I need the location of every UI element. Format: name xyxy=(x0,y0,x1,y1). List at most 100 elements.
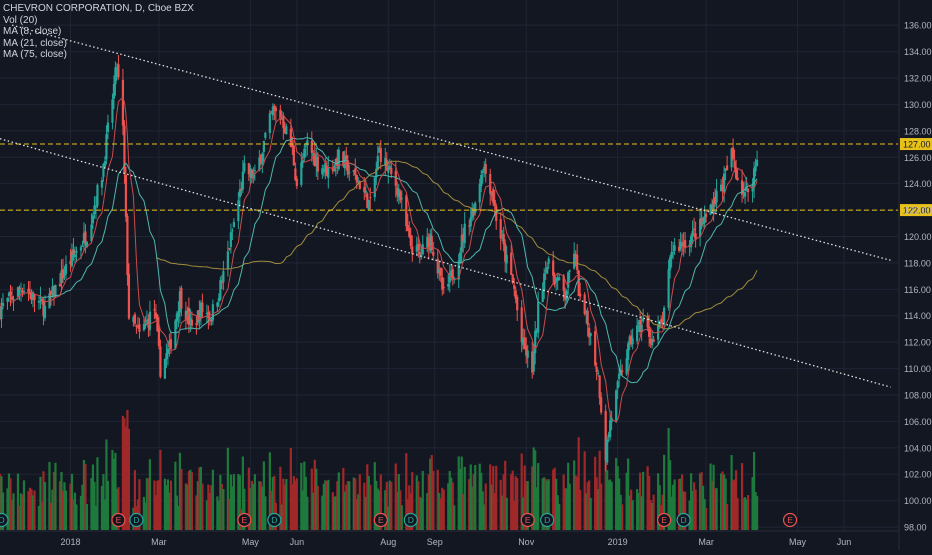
volume-bar xyxy=(285,479,288,530)
candle-body xyxy=(427,238,430,248)
volume-bar xyxy=(441,487,444,530)
volume-bar xyxy=(552,469,555,530)
candle-body xyxy=(22,291,26,293)
dividend-marker[interactable] xyxy=(0,512,9,528)
volume-bar xyxy=(688,500,691,530)
volume-bar xyxy=(81,484,84,530)
volume-bar xyxy=(106,480,110,530)
volume-bar xyxy=(388,480,391,530)
legend-ma21[interactable]: MA (21, close) xyxy=(3,37,67,49)
volume-bar xyxy=(628,495,631,530)
dividend-marker[interactable] xyxy=(676,512,691,528)
volume-bar xyxy=(492,465,495,530)
candle-body xyxy=(471,208,474,218)
candle-body xyxy=(565,290,568,301)
earnings-marker[interactable] xyxy=(111,512,126,528)
candle-body xyxy=(105,134,108,160)
candle-body xyxy=(250,169,253,179)
dividend-marker[interactable] xyxy=(267,512,282,528)
volume-bar xyxy=(207,484,210,530)
volume-bar xyxy=(1,492,5,530)
candle-body xyxy=(145,320,149,323)
volume-bar xyxy=(609,479,612,530)
volume-bar xyxy=(463,466,466,530)
candle-body xyxy=(111,99,114,123)
candle-body xyxy=(43,305,47,319)
candle-body xyxy=(7,292,11,297)
event-letter: D xyxy=(681,515,687,525)
dividend-marker[interactable] xyxy=(403,512,418,528)
volume-bar xyxy=(754,491,757,530)
volume-bar xyxy=(127,428,131,530)
volume-bar xyxy=(0,476,3,530)
volume-bar xyxy=(144,502,147,530)
volume-bar xyxy=(333,496,336,530)
candle-body xyxy=(672,251,675,253)
volume-bar xyxy=(37,505,41,530)
legend-vol[interactable]: Vol (20) xyxy=(3,14,38,26)
legend-ma8[interactable]: MA (8, close) xyxy=(3,26,62,37)
candle-body xyxy=(705,213,708,218)
candle-body xyxy=(208,317,211,319)
volume-bar xyxy=(405,453,408,530)
volume-bar xyxy=(709,463,712,530)
earnings-marker[interactable] xyxy=(373,512,388,528)
earnings-marker[interactable] xyxy=(237,512,252,528)
candle-body xyxy=(268,113,271,133)
volume-bar xyxy=(30,489,33,530)
candle-body xyxy=(492,189,495,203)
volume-bar xyxy=(18,505,21,530)
volume-bar xyxy=(564,488,567,530)
candle-body xyxy=(40,298,44,302)
candle-body xyxy=(325,165,328,176)
volume-bar xyxy=(196,481,199,530)
candle-body xyxy=(375,168,378,178)
dividend-marker[interactable] xyxy=(540,512,555,528)
candle-body xyxy=(562,275,565,291)
volume-bar xyxy=(534,450,537,530)
volume-bar xyxy=(755,495,759,530)
candle-body xyxy=(426,236,429,248)
candle-body xyxy=(408,228,411,237)
symbol-title[interactable]: CHEVRON CORPORATION, D, Cboe BZX xyxy=(3,3,194,14)
candle-body xyxy=(345,155,348,160)
volume-bar xyxy=(408,485,411,530)
candle-body xyxy=(63,272,66,276)
x-tick-label: Mar xyxy=(151,537,167,547)
volume-bar xyxy=(273,475,276,530)
volume-bar xyxy=(73,492,77,530)
candle-body xyxy=(378,147,381,153)
candle-body xyxy=(453,277,456,279)
earnings-marker[interactable] xyxy=(520,512,535,528)
candle-body xyxy=(69,260,72,265)
volume-bar xyxy=(673,479,676,530)
volume-bar xyxy=(331,492,334,530)
candle-body xyxy=(481,170,484,173)
candle-body xyxy=(261,153,264,165)
earnings-marker[interactable] xyxy=(782,512,798,528)
level-price-label: 127.00 xyxy=(903,140,931,150)
volume-bar xyxy=(537,463,540,530)
volume-bar xyxy=(91,464,95,530)
volume-bar xyxy=(589,497,592,530)
candle-body xyxy=(79,247,83,251)
volume-bar xyxy=(226,447,229,530)
volume-bar xyxy=(568,483,571,530)
volume-bar xyxy=(82,459,86,530)
candle-body xyxy=(740,180,744,195)
candle-body xyxy=(169,339,173,349)
volume-bar xyxy=(556,495,559,530)
volume-bar xyxy=(232,474,235,530)
earnings-marker[interactable] xyxy=(657,512,672,528)
volume-bar xyxy=(693,482,696,530)
candle-body xyxy=(573,253,576,269)
candle-body xyxy=(523,337,526,349)
volume-bar xyxy=(325,481,328,530)
legend-ma75[interactable]: MA (75, close) xyxy=(3,49,67,60)
volume-bar xyxy=(271,476,274,530)
volume-bar xyxy=(147,478,150,530)
candle-body xyxy=(421,244,424,255)
dividend-marker[interactable] xyxy=(129,512,144,528)
